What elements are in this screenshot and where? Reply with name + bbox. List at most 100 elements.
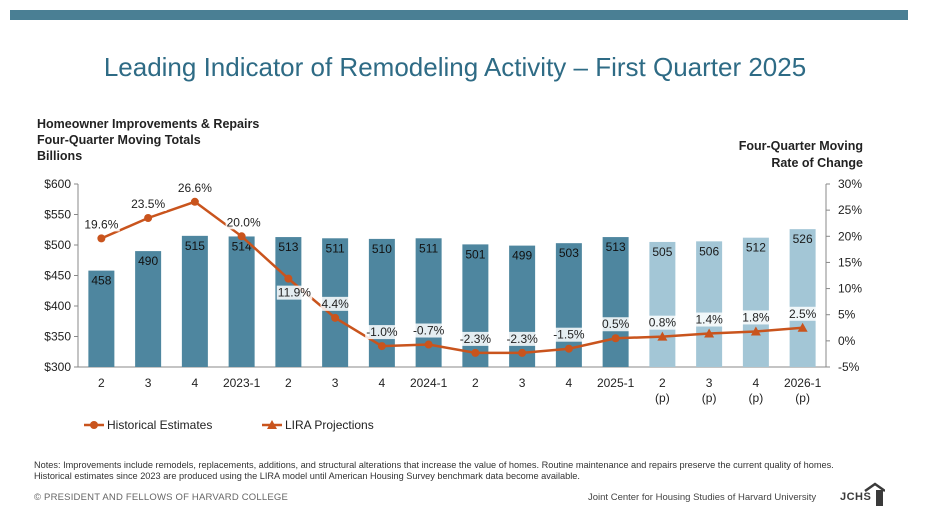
lira-projection-point	[657, 331, 668, 341]
footer-organization: Joint Center for Housing Studies of Harv…	[588, 492, 817, 503]
line-value-label-background	[365, 325, 399, 340]
historical-estimate-point	[97, 234, 106, 243]
bar-value-label: 511	[326, 241, 345, 255]
line-value-label-background	[647, 315, 678, 330]
historical-estimate-point	[564, 344, 573, 353]
right-axis-title: Four-Quarter Moving Rate of Change	[739, 138, 863, 172]
bar-value-label: 513	[606, 240, 626, 254]
top-accent-bar	[10, 10, 908, 20]
data-bar	[228, 236, 255, 367]
x-axis-category-label: 2023-1	[223, 376, 261, 390]
left-axis-tick-label: $450	[44, 269, 71, 283]
x-axis-category-label: 2	[472, 376, 479, 390]
data-bar	[649, 241, 676, 367]
line-value-label-background	[741, 310, 771, 325]
x-axis-category-label: 4	[192, 376, 199, 390]
x-axis-category-label: 2026-1	[784, 376, 822, 390]
page-title: Leading Indicator of Remodeling Activity…	[103, 52, 807, 82]
line-value-label: 19.6%	[84, 217, 118, 231]
data-bar	[789, 229, 816, 367]
line-value-label: 0.8%	[649, 316, 677, 330]
x-axis-category-label: (p)	[795, 391, 810, 405]
left-axis-title-line-1: Homeowner Improvements & Repairs	[37, 117, 260, 131]
line-value-label: 2.5%	[789, 307, 817, 321]
line-value-label-background	[787, 306, 818, 321]
left-axis-tick-label: $550	[44, 208, 71, 222]
x-axis-category-label: 2024-1	[410, 376, 448, 390]
left-axis-tick-label: $300	[44, 360, 71, 374]
line-value-label-background	[83, 217, 120, 232]
line-value-label-background	[276, 285, 313, 300]
x-axis-category-label: 3	[145, 376, 152, 390]
historical-estimate-point	[144, 213, 153, 222]
lira-projection-point	[704, 328, 715, 338]
right-axis-tick-label: 25%	[838, 203, 862, 217]
copyright-text: © PRESIDENT AND FELLOWS OF HARVARD COLLE…	[34, 492, 289, 503]
jchs-house-icon	[864, 482, 885, 506]
right-axis-title-line-2: Rate of Change	[771, 156, 863, 170]
right-axis-tick-label: 30%	[838, 177, 862, 191]
line-value-label-background	[411, 323, 446, 338]
x-axis-category-label: 2	[285, 376, 292, 390]
line-value-label: 11.9%	[278, 286, 311, 300]
legend-lira-label: LIRA Projections	[285, 418, 374, 432]
data-bar	[696, 241, 723, 367]
line-value-label: 1.4%	[695, 313, 723, 327]
data-bar	[88, 270, 115, 367]
bar-value-label: 510	[372, 242, 392, 256]
bar-value-label: 501	[465, 247, 485, 261]
line-value-label: 4.4%	[321, 297, 349, 311]
left-axis-tick-label: $400	[44, 299, 71, 313]
right-axis-tick-label: 20%	[838, 229, 862, 243]
data-bar	[462, 244, 489, 367]
x-axis-category-label: 2025-1	[597, 376, 635, 390]
x-axis-category-label: 3	[519, 376, 526, 390]
x-axis-category-label: (p)	[749, 391, 764, 405]
left-axis-title-line-2: Four-Quarter Moving Totals	[37, 133, 201, 147]
x-axis-category-label: (p)	[655, 391, 670, 405]
lira-projection-point	[797, 322, 808, 332]
historical-estimate-point	[377, 342, 386, 351]
bar-value-label: 490	[138, 254, 158, 268]
right-axis-tick-label: 5%	[838, 308, 856, 322]
data-bar	[181, 235, 208, 367]
left-axis-tick-label: $500	[44, 238, 71, 252]
line-value-label-background	[458, 331, 493, 346]
bar-value-label: 512	[746, 241, 766, 255]
line-value-label: -1.0%	[366, 325, 398, 339]
x-axis-category-label: 2	[98, 376, 105, 390]
bar-value-label: 513	[278, 240, 298, 254]
line-value-label: 20.0%	[227, 215, 261, 229]
right-axis-title-line-1: Four-Quarter Moving	[738, 139, 863, 153]
left-axis-tick-label: $600	[44, 177, 71, 191]
data-bar	[275, 237, 302, 367]
right-axis-tick-label: 10%	[838, 282, 862, 296]
line-value-label-background	[552, 327, 586, 342]
bar-value-label: 503	[559, 246, 579, 260]
left-axis-title: Homeowner Improvements & Repairs Four-Qu…	[37, 116, 259, 164]
right-axis-tick-label: -5%	[838, 360, 860, 374]
data-bar	[602, 237, 629, 367]
line-value-label-background	[130, 196, 167, 211]
x-axis-category-label: 3	[706, 376, 713, 390]
line-value-label: 1.8%	[742, 310, 770, 324]
x-axis-category-label: 4	[753, 376, 760, 390]
x-axis-category-label: 4	[566, 376, 573, 390]
historical-estimate-point	[424, 340, 433, 349]
line-value-label: -2.3%	[506, 332, 538, 346]
line-value-label: 26.6%	[178, 181, 212, 195]
jchs-logo-text: JCHS	[840, 491, 872, 503]
data-bar	[742, 237, 769, 367]
bar-value-label: 506	[699, 244, 719, 258]
x-axis-category-label: 3	[332, 376, 339, 390]
bar-value-label: 511	[419, 241, 438, 255]
historical-estimate-point	[471, 348, 480, 357]
bar-value-label: 526	[793, 232, 813, 246]
line-value-label-background	[694, 312, 725, 327]
line-value-label: 0.5%	[602, 317, 630, 331]
historical-estimate-point	[331, 313, 340, 322]
lira-projection-point	[750, 326, 761, 336]
x-axis-category-label: 2	[659, 376, 666, 390]
line-value-label: -2.3%	[460, 332, 492, 346]
legend-lira-marker	[267, 420, 277, 429]
